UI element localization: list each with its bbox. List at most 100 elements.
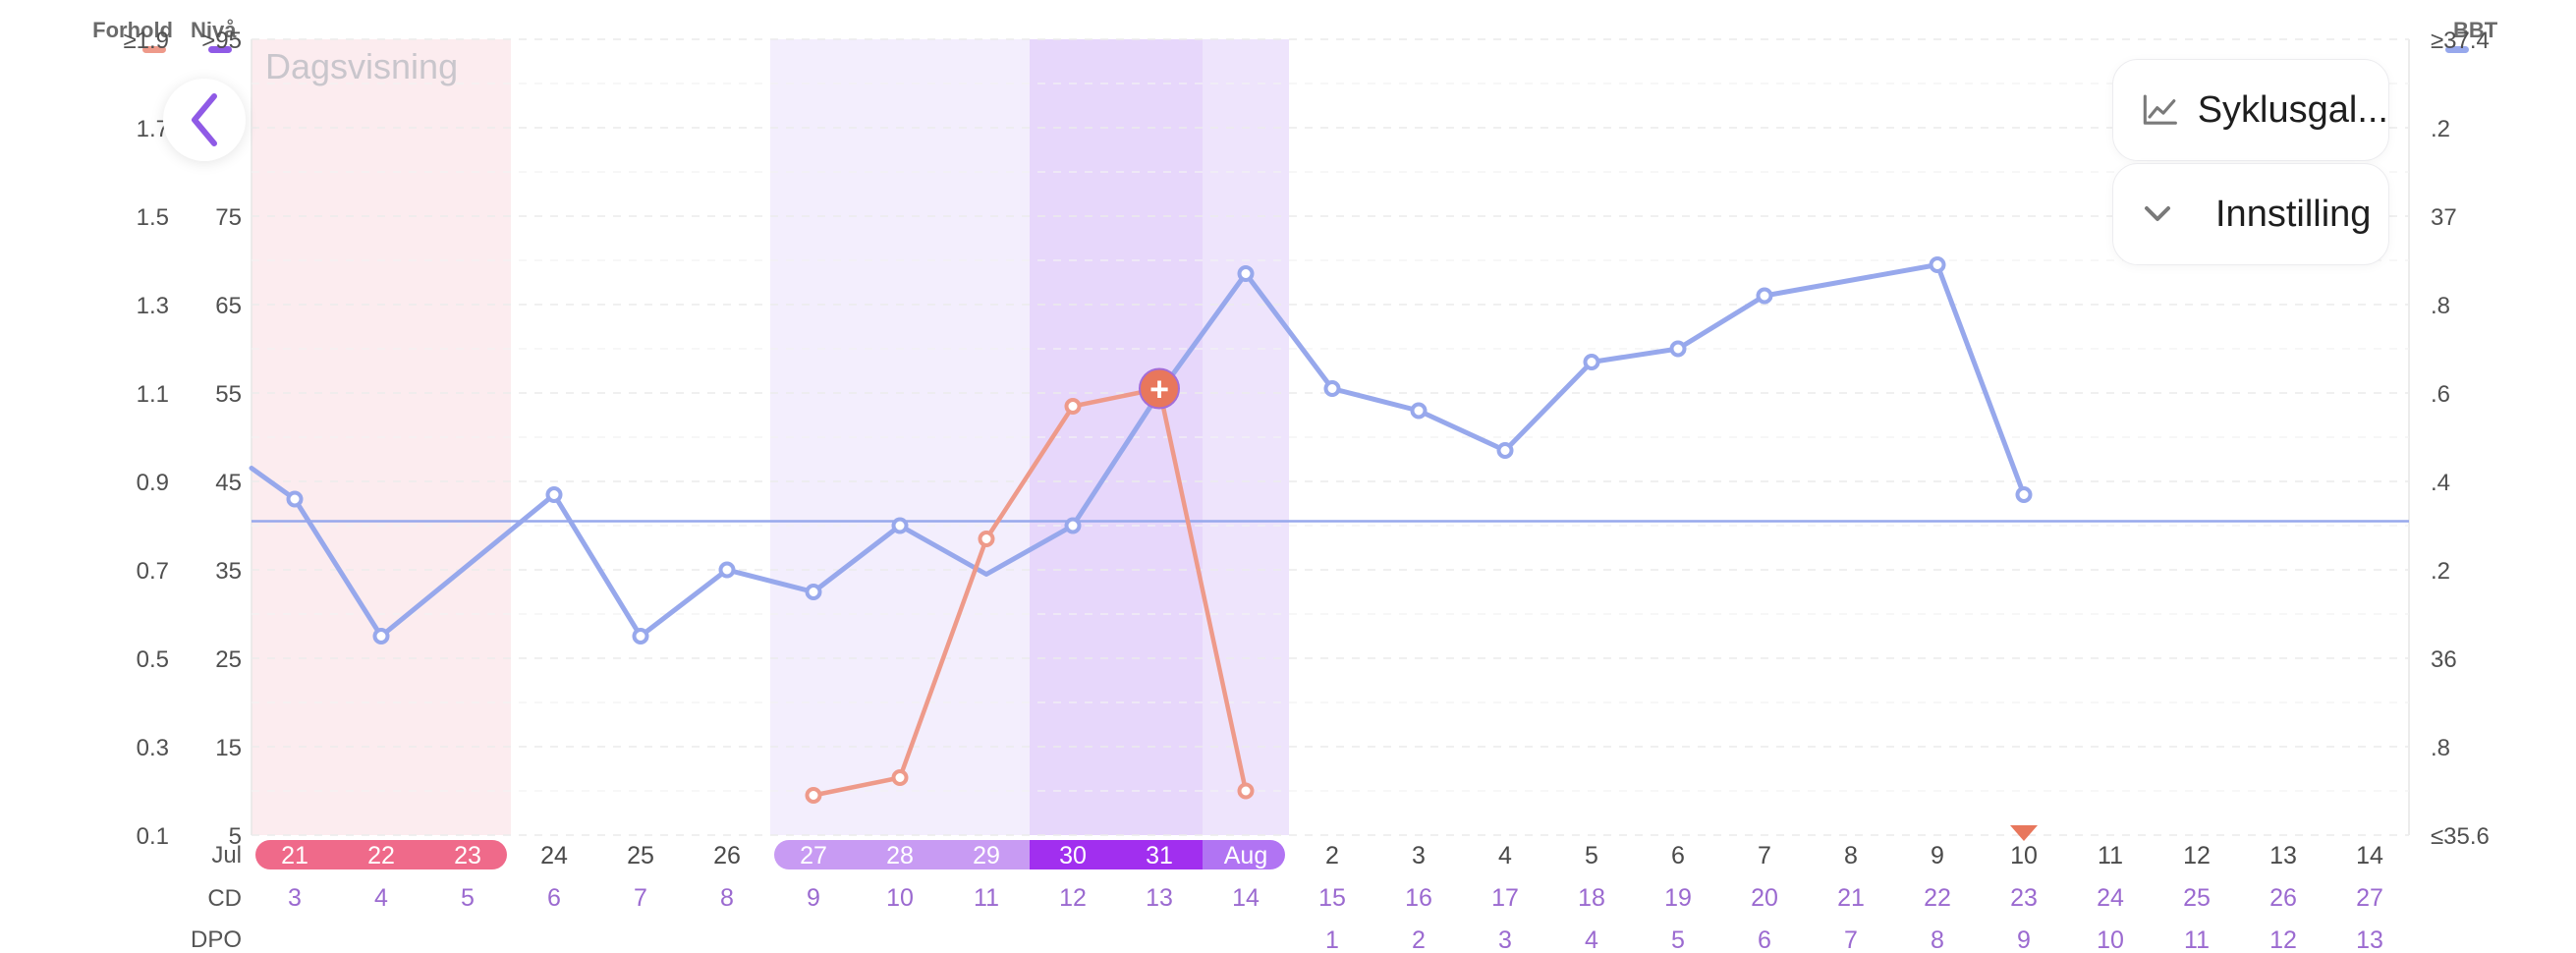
date-label[interactable]: 29	[973, 842, 1000, 869]
cycle-day-label: 12	[1059, 884, 1087, 912]
date-label[interactable]: 13	[2269, 842, 2297, 869]
ratio-point[interactable]	[1064, 398, 1082, 415]
date-label[interactable]: Aug	[1224, 842, 1267, 869]
ratio-legend-swatch	[142, 46, 166, 53]
cycle-day-label: 26	[2269, 884, 2297, 912]
date-label[interactable]: 23	[454, 842, 481, 869]
cycle-day-label: 19	[1664, 884, 1692, 912]
date-label[interactable]: 2	[1325, 842, 1339, 869]
level-tick-label: 55	[215, 381, 242, 408]
bbt-tick-label: .4	[2431, 470, 2450, 496]
dpo-label: 4	[1585, 926, 1598, 953]
ratio-tick-label: ≥1.9	[123, 28, 169, 54]
ratio-tick-label: 1.5	[137, 204, 169, 231]
highlight-marker[interactable]	[1139, 367, 1180, 410]
ratio-tick-label: 0.1	[137, 823, 169, 850]
series-points[interactable]: +	[286, 256, 2033, 804]
ratio-point[interactable]	[805, 787, 822, 804]
date-label[interactable]: 31	[1146, 842, 1173, 869]
date-label[interactable]: 26	[713, 842, 741, 869]
bbt-point[interactable]	[1410, 402, 1428, 420]
bbt-point[interactable]	[632, 628, 649, 645]
bbt-point[interactable]	[718, 561, 736, 579]
ratio-point[interactable]	[978, 531, 995, 547]
ratio-tick-label: 0.3	[137, 735, 169, 761]
date-label[interactable]: 12	[2183, 842, 2211, 869]
bbt-point[interactable]	[1496, 442, 1514, 459]
bbt-point[interactable]	[1756, 287, 1773, 305]
bbt-tick-label: 36	[2431, 646, 2457, 673]
grid-lines	[251, 38, 2410, 836]
dpo-label: 10	[2097, 926, 2124, 953]
bbt-tick-label: .2	[2431, 116, 2450, 142]
cycle-day-label: 9	[807, 884, 820, 912]
dpo-label: 9	[2017, 926, 2031, 953]
ratio-point[interactable]	[1237, 782, 1255, 800]
bbt-legend-swatch	[2445, 46, 2469, 53]
date-label[interactable]: 10	[2010, 842, 2038, 869]
level-legend-swatch	[208, 46, 232, 53]
dpo-label: 8	[1931, 926, 1944, 953]
date-label[interactable]: 14	[2356, 842, 2383, 869]
date-label[interactable]: 8	[1844, 842, 1858, 869]
cycle-day-label: 16	[1405, 884, 1432, 912]
bbt-point[interactable]	[286, 490, 304, 508]
date-label[interactable]: 24	[540, 842, 568, 869]
date-label[interactable]: 6	[1671, 842, 1685, 869]
cycle-day-label: 23	[2010, 884, 2038, 912]
bbt-point[interactable]	[1237, 265, 1255, 282]
level-tick-label: 45	[215, 470, 242, 496]
bbt-tick-label: ≤35.6	[2431, 823, 2490, 850]
bbt-line	[249, 262, 2027, 639]
chevron-down-icon	[2145, 206, 2170, 221]
date-label[interactable]: 3	[1412, 842, 1426, 869]
date-label[interactable]: 5	[1585, 842, 1598, 869]
bbt-point[interactable]	[1064, 517, 1082, 534]
date-label[interactable]: 25	[627, 842, 654, 869]
level-tick-label: 25	[215, 646, 242, 673]
cycle-stats-button[interactable]: Syklusgal...	[2112, 59, 2389, 161]
bbt-point[interactable]	[1583, 354, 1600, 370]
bbt-point[interactable]	[545, 486, 563, 503]
date-chip	[255, 840, 507, 869]
dpo-label: 3	[1498, 926, 1512, 953]
bbt-tick-label: .8	[2431, 293, 2450, 319]
cycle-day-label: 17	[1491, 884, 1519, 912]
level-tick-label: >95	[201, 28, 242, 54]
bbt-point[interactable]	[1669, 340, 1687, 358]
bbt-point[interactable]	[2015, 486, 2033, 503]
date-label[interactable]: 7	[1758, 842, 1771, 869]
dpo-label: 6	[1758, 926, 1771, 953]
cycle-day-label: 7	[634, 884, 647, 912]
back-button[interactable]	[163, 79, 246, 161]
settings-label: Innstilling	[2215, 193, 2372, 235]
cycle-day-label: 20	[1751, 884, 1778, 912]
bbt-point[interactable]	[372, 628, 390, 645]
date-chip-join	[1030, 840, 1053, 869]
date-label[interactable]: 11	[2098, 842, 2123, 869]
settings-button[interactable]: Innstilling	[2112, 163, 2389, 265]
ratio-point[interactable]	[891, 769, 909, 786]
date-rows[interactable]: Jul CD DPO 21 22 23 24 25 26 27 28 29 30 31 Aug 2 3 4 5…	[191, 825, 2383, 953]
date-label[interactable]: 22	[367, 842, 395, 869]
dpo-label: 7	[1844, 926, 1858, 953]
date-label[interactable]: 30	[1059, 842, 1087, 869]
bbt-point[interactable]	[1929, 256, 1946, 273]
ratio-axis-header: Forhold	[92, 18, 173, 42]
bbt-point[interactable]	[1323, 380, 1341, 397]
cycle-day-label: 24	[2097, 884, 2124, 912]
date-label[interactable]: 21	[281, 842, 308, 869]
cycle-day-label: 11	[974, 884, 999, 912]
cd-row-label: CD	[207, 885, 242, 912]
level-tick-label: 15	[215, 735, 242, 761]
date-label[interactable]: 9	[1931, 842, 1944, 869]
date-label[interactable]: 28	[886, 842, 914, 869]
cycle-stats-label: Syklusgal...	[2197, 88, 2388, 131]
level-tick-label: 5	[229, 823, 242, 850]
bbt-point[interactable]	[891, 517, 909, 534]
bbt-point[interactable]	[805, 584, 822, 600]
date-label[interactable]: 27	[800, 842, 827, 869]
date-label[interactable]: 4	[1498, 842, 1512, 869]
